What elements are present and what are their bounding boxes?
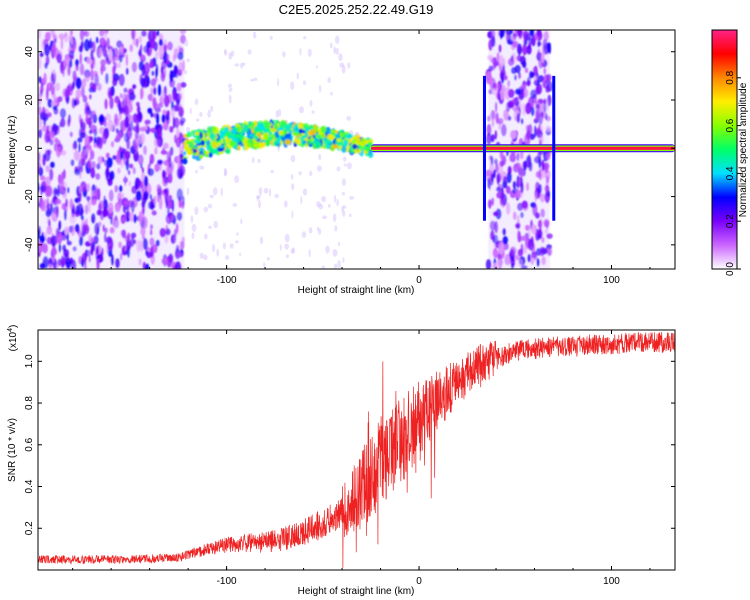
spectrogram-frame (37, 29, 676, 270)
spectrogram-image (38, 30, 675, 269)
colorbar-tick-label: 0.0 (725, 262, 736, 276)
spectrogram-spike (482, 75, 486, 221)
spectrogram-x-tick-label: 0 (416, 275, 422, 286)
spectrogram-x-tick-label: 100 (603, 275, 620, 286)
spectrogram-y-tick-label: -20 (24, 189, 35, 204)
spectrogram-y-label: Frequency (Hz) (7, 116, 18, 185)
spectrogram-x-tick-label: -100 (217, 275, 237, 286)
snr-x-tick-label: 100 (603, 576, 620, 587)
colorbar-label: Normalized spectral amplitude (738, 82, 749, 217)
snr-x-label: Height of straight line (km) (298, 586, 415, 597)
svg-text:(x104): (x104) (7, 325, 19, 352)
colorbar-tick-label: 0.8 (725, 70, 736, 84)
colorbar-tick-label: 0.4 (725, 166, 736, 180)
spectrogram-ticks: -100 0 100 -40 -20 0 20 40 (24, 30, 675, 286)
snr-multiplier-exp: 4 (7, 328, 14, 332)
spectrogram-panel: -100 0 100 -40 -20 0 20 40 Height of straight l… (7, 29, 676, 296)
colorbar: 0.0 0.2 0.4 0.6 0.8 Normalized spectral ampl… (711, 29, 749, 276)
snr-y-tick-label: 1.0 (24, 354, 35, 368)
snr-multiplier-base: (x10 (8, 331, 19, 351)
snr-x-tick-label: 0 (416, 576, 422, 587)
colorbar-frame (711, 29, 738, 270)
snr-y-tick-label: 0.2 (24, 521, 35, 535)
spectrogram-noise-region (38, 30, 187, 269)
snr-frame (37, 329, 676, 571)
snr-x-tick-label: -100 (217, 576, 237, 587)
spectrogram-tone-line (370, 75, 675, 221)
figure-title: C2E5.2025.252.22.49.G19 (279, 2, 434, 17)
snr-multiplier: (x104) (7, 325, 19, 352)
spectrogram-spike (552, 75, 556, 221)
colorbar-tick-label: 0.2 (725, 214, 736, 228)
spectrogram-y-tick-label: -40 (24, 237, 35, 252)
spectrogram-y-tick-label: 0 (24, 145, 35, 151)
colorbar-gradient (712, 30, 737, 269)
spectrogram-signal-band (182, 119, 374, 165)
snr-panel: -100 0 100 0.2 0.4 0.6 0.8 1.0 Height of straig… (7, 325, 676, 597)
snr-ticks: -100 0 100 0.2 0.4 0.6 0.8 1.0 (24, 330, 675, 587)
colorbar-tick-label: 0.6 (725, 118, 736, 132)
snr-multiplier-close: ) (8, 325, 19, 328)
snr-y-tick-label: 0.8 (24, 396, 35, 410)
snr-series-line (38, 331, 675, 568)
snr-y-tick-label: 0.4 (24, 479, 35, 493)
spectrogram-y-tick-label: 20 (24, 94, 35, 106)
colorbar-ticks: 0.0 0.2 0.4 0.6 0.8 (725, 70, 741, 276)
snr-y-tick-label: 0.6 (24, 437, 35, 451)
spectrogram-y-tick-label: 40 (24, 46, 35, 58)
spectrogram-x-label: Height of straight line (km) (298, 285, 415, 296)
snr-y-label: SNR (10 * v/v) (7, 418, 18, 482)
